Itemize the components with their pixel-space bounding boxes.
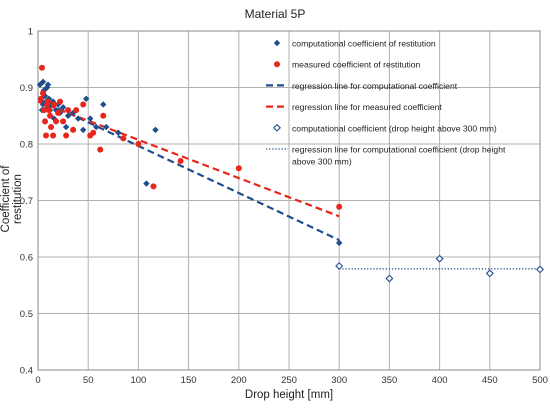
data-point-series-1: [63, 132, 70, 139]
y-tick-label: 0.8: [20, 140, 33, 151]
legend-label: measured coefficient of restitution: [292, 60, 421, 70]
data-point-series-0: [50, 115, 58, 122]
data-point-series-1: [57, 98, 64, 105]
data-point-series-0: [115, 129, 122, 136]
data-point-series-1: [120, 135, 127, 142]
data-point-series-4: [536, 265, 544, 274]
data-point-series-0: [93, 123, 100, 131]
data-point-series-1: [47, 112, 54, 119]
data-point-series-0: [103, 123, 110, 131]
data-point-series-1: [41, 107, 48, 114]
data-point-series-0: [152, 126, 159, 134]
x-axis-label: Drop height [mm]: [244, 389, 334, 401]
data-point-series-0: [43, 84, 51, 91]
x-tick-label: 50: [83, 375, 94, 386]
data-point-series-1: [70, 126, 77, 133]
data-point-series-0: [36, 81, 44, 88]
data-point-series-1: [177, 157, 184, 164]
data-point-series-1: [53, 118, 60, 125]
plot-frame: [37, 30, 541, 371]
series-line-3: [37, 100, 340, 218]
x-tick-label: 100: [130, 375, 146, 386]
x-tick-label: 0: [35, 375, 40, 386]
data-point-series-1: [336, 203, 343, 210]
data-point-series-4: [335, 262, 344, 271]
data-point-series-0: [143, 180, 150, 187]
data-point-series-0: [79, 126, 87, 134]
data-point-series-0: [336, 239, 343, 247]
data-point-series-1: [55, 109, 62, 116]
data-point-series-0: [39, 78, 47, 86]
legend-symbol: [273, 39, 281, 47]
data-point-series-1: [150, 183, 157, 190]
series-line-2: [37, 97, 340, 242]
legend-label: regression line for measured coefficient: [292, 102, 442, 112]
legend-label: computational coefficient of restitution: [292, 39, 436, 49]
legend-label: above 300 mm): [292, 157, 352, 167]
legend-label: computational coefficient (drop height a…: [292, 123, 497, 133]
data-point-series-1: [46, 107, 53, 114]
data-point-series-1: [48, 124, 55, 131]
data-point-series-1: [90, 129, 97, 136]
x-tick-label: 300: [331, 375, 347, 386]
data-point-series-4: [435, 254, 444, 263]
x-tick-label: 200: [231, 375, 247, 386]
data-point-series-0: [59, 104, 67, 111]
x-tick-label: 250: [281, 375, 297, 386]
data-point-series-0: [52, 106, 60, 114]
x-tick-label: 350: [381, 375, 397, 386]
data-point-series-1: [135, 141, 142, 147]
y-tick-label: 0.6: [20, 253, 33, 264]
legend-symbol: [273, 123, 281, 132]
x-tick-label: 450: [482, 375, 498, 386]
y-tick-label: 1: [28, 27, 33, 38]
data-point-series-1: [60, 118, 67, 125]
data-point-series-0: [100, 101, 107, 108]
chart-title: Material 5P: [244, 7, 306, 21]
x-tick-label: 400: [432, 375, 448, 386]
data-point-series-1: [38, 95, 45, 102]
data-point-series-1: [42, 118, 49, 125]
data-point-series-4: [485, 269, 494, 278]
data-point-series-1: [100, 112, 107, 119]
y-tick-label: 0.9: [20, 83, 33, 94]
data-point-series-1: [80, 101, 87, 108]
y-tick-label: 0.4: [20, 366, 33, 377]
data-point-series-1: [73, 107, 80, 114]
data-point-series-0: [69, 109, 77, 117]
data-point-series-1: [40, 90, 47, 97]
y-tick-label: 0.5: [20, 309, 33, 320]
data-point-series-0: [44, 81, 52, 88]
data-point-series-1: [50, 132, 57, 139]
data-point-series-1: [97, 146, 104, 153]
data-point-series-1: [235, 165, 242, 172]
data-point-series-0: [39, 101, 47, 108]
data-point-series-0: [74, 115, 82, 122]
x-tick-label: 500: [532, 375, 548, 386]
data-point-series-0: [82, 95, 90, 102]
data-point-series-4: [385, 274, 394, 283]
y-tick-label: 0.7: [20, 196, 33, 207]
data-point-series-1: [65, 107, 72, 114]
data-point-series-1: [43, 132, 50, 139]
data-point-series-1: [45, 98, 52, 105]
legend-symbol: [274, 61, 280, 68]
data-point-series-0: [62, 123, 70, 131]
data-point-series-0: [64, 112, 72, 119]
data-point-series-0: [87, 115, 94, 122]
data-point-series-1: [51, 101, 58, 108]
x-tick-label: 150: [181, 375, 197, 386]
legend-label: regression line for computational coeffi…: [292, 81, 458, 91]
legend-label: regression line for computational coeffi…: [292, 145, 506, 155]
data-point-series-1: [39, 64, 46, 71]
